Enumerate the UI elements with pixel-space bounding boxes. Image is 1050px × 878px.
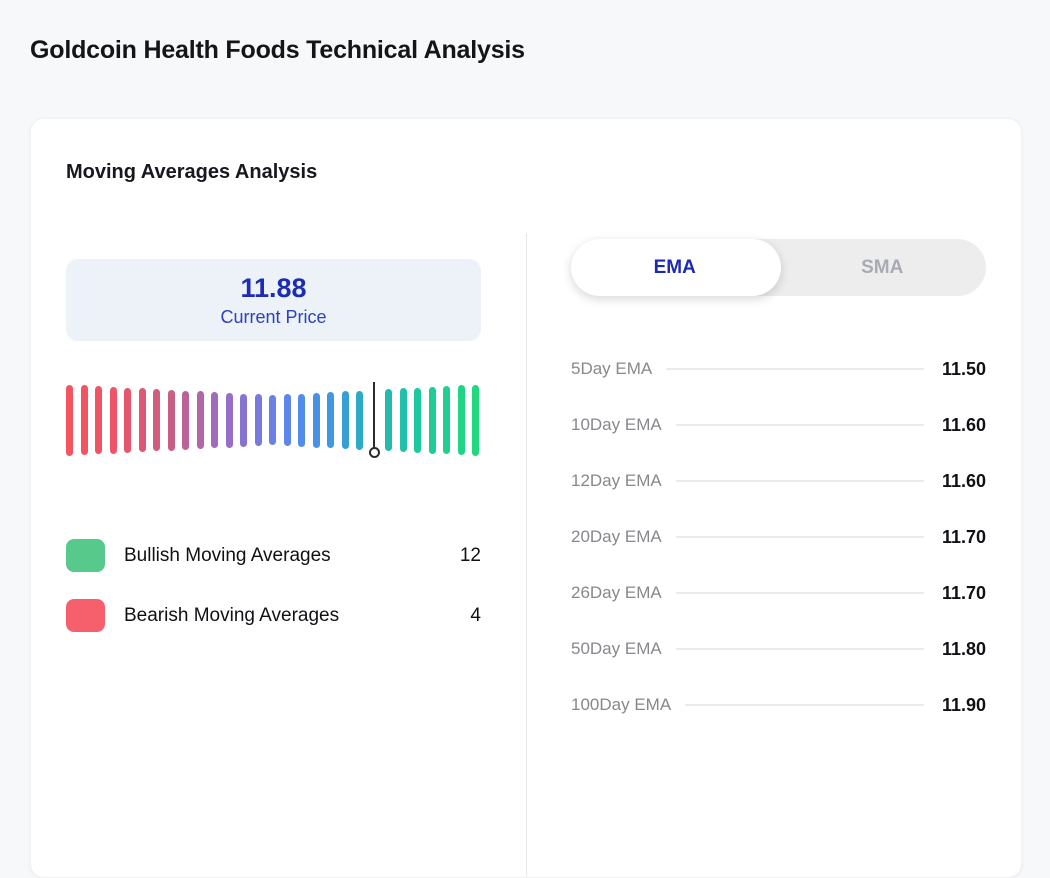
gauge-legend: Bullish Moving Averages 12 Bearish Movin… [66, 539, 481, 632]
ma-row: 26Day EMA 11.70 [571, 565, 986, 621]
gauge-bar [269, 374, 276, 466]
page-title: Goldcoin Health Foods Technical Analysis [30, 36, 525, 64]
current-price-value: 11.88 [240, 272, 307, 303]
gauge-bar [385, 374, 392, 466]
gauge-bar [283, 374, 291, 466]
ma-row: 50Day EMA 11.80 [571, 621, 986, 677]
gauge-bar [80, 374, 88, 466]
gauge-bar [443, 374, 450, 466]
needle-knob [368, 447, 380, 458]
gauge-bar [95, 374, 102, 466]
ma-row: 100Day EMA 11.90 [571, 677, 986, 733]
ma-connector-line [666, 368, 924, 370]
ma-period-label: 20Day EMA [571, 527, 662, 546]
ma-value: 11.80 [941, 638, 986, 659]
ma-value: 11.90 [941, 694, 986, 715]
ma-connector-line [675, 536, 924, 538]
gauge-bar [182, 374, 189, 466]
gauge-bar [356, 374, 363, 466]
gauge-bar [138, 374, 146, 466]
ma-connector-line [675, 648, 924, 650]
gauge-bar [167, 374, 175, 466]
current-price-box: 11.88 Current Price [66, 259, 481, 341]
gauge-bar [298, 374, 305, 466]
gauge-bar [341, 374, 349, 466]
ma-period-label: 10Day EMA [571, 415, 662, 434]
bullish-count: 12 [459, 544, 481, 566]
gauge-bar [312, 374, 320, 466]
tab-ema[interactable]: EMA [653, 257, 696, 278]
ma-values-column: EMA SMA 5Day EMA 11.50 10Day EMA 11.60 1… [571, 239, 986, 733]
ma-row: 5Day EMA 11.50 [571, 341, 986, 397]
gauge-bar [153, 374, 160, 466]
current-price-label: Current Price [220, 306, 327, 327]
column-divider [526, 233, 527, 877]
ma-period-label: 26Day EMA [571, 583, 662, 602]
ma-row: 10Day EMA 11.60 [571, 397, 986, 453]
gauge-bar [225, 374, 233, 466]
gauge-bar [428, 374, 436, 466]
ma-period-label: 100Day EMA [571, 695, 672, 714]
legend-row-bullish: Bullish Moving Averages 12 [66, 539, 481, 572]
bearish-label: Bearish Moving Averages [124, 604, 340, 626]
summary-column: 11.88 Current Price Bullish Moving Avera… [66, 239, 481, 659]
gauge-bar [196, 374, 204, 466]
gauge-bar [109, 374, 117, 466]
ma-value: 11.60 [941, 414, 986, 435]
bearish-swatch [66, 599, 105, 632]
gauge-needle [368, 374, 380, 466]
ma-connector-line [675, 424, 924, 426]
gauge-bar [66, 374, 73, 466]
ma-connector-line [675, 592, 924, 594]
moving-averages-card: Moving Averages Analysis 11.88 Current P… [30, 118, 1022, 878]
card-heading: Moving Averages Analysis [66, 161, 318, 183]
ema-sma-toggle[interactable]: EMA SMA [571, 239, 986, 296]
ma-rows-list: 5Day EMA 11.50 10Day EMA 11.60 12Day EMA… [571, 341, 986, 733]
ma-row: 20Day EMA 11.70 [571, 509, 986, 565]
needle-line [373, 382, 375, 448]
ma-value: 11.50 [941, 358, 986, 379]
ma-period-label: 12Day EMA [571, 471, 662, 490]
gauge-bar [399, 374, 407, 466]
legend-row-bearish: Bearish Moving Averages 4 [66, 599, 481, 632]
ma-value: 11.70 [941, 582, 986, 603]
gauge-bar [124, 374, 131, 466]
toggle-active-pill [571, 239, 781, 296]
gauge-bar [240, 374, 247, 466]
gauge-bar [211, 374, 218, 466]
ma-value: 11.70 [941, 526, 986, 547]
bearish-count: 4 [470, 604, 481, 626]
gauge-bar [457, 374, 465, 466]
gauge-bar [414, 374, 421, 466]
bullish-label: Bullish Moving Averages [124, 544, 331, 566]
ma-value: 11.60 [941, 470, 986, 491]
sentiment-gauge [66, 374, 479, 466]
tab-sma[interactable]: SMA [861, 257, 904, 278]
ma-period-label: 50Day EMA [571, 639, 662, 658]
ma-row: 12Day EMA 11.60 [571, 453, 986, 509]
gauge-bar [327, 374, 334, 466]
bullish-swatch [66, 539, 105, 572]
ma-connector-line [685, 704, 924, 706]
gauge-bar [472, 374, 479, 466]
ma-connector-line [675, 480, 924, 482]
gauge-bar [254, 374, 262, 466]
ma-period-label: 5Day EMA [571, 359, 653, 378]
